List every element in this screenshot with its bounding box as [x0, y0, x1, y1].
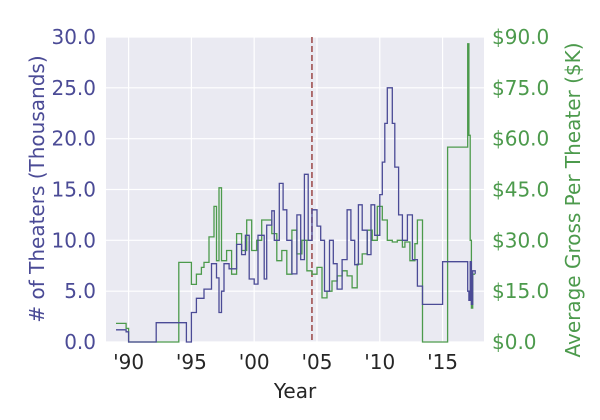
gridlines: [106, 36, 484, 343]
y-right-tick-label-1: $15.0: [492, 279, 549, 303]
x-tick-label-1: '95: [176, 350, 207, 374]
y-right-tick-label-6: $90.0: [492, 25, 549, 49]
x-tick-label-5: '15: [427, 350, 458, 374]
x-tick-label-0: '90: [113, 350, 144, 374]
y-right-tick-label-3: $45.0: [492, 178, 549, 202]
y-axis-right-label: Average Gross Per Theater ($K): [561, 42, 585, 357]
series-left-group: [116, 87, 476, 343]
series-theaters-line: [116, 87, 476, 343]
y-left-tick-label-5: 25.0: [51, 76, 96, 100]
tick-labels: 0.0 5.0 10.0 15.0 20.0 25.0 30.0 $0.0 $15.0 $30.0…: [51, 25, 549, 374]
series-gross-line: [116, 43, 476, 343]
y-right-tick-label-2: $30.0: [492, 228, 549, 252]
y-axis-left-label: # of Theaters (Thousands): [25, 55, 49, 322]
y-left-tick-label-1: 5.0: [64, 279, 96, 303]
y-right-tick-label-4: $60.0: [492, 127, 549, 151]
x-tick-label-2: '00: [239, 350, 270, 374]
y-right-tick-label-0: $0.0: [492, 330, 537, 354]
x-tick-label-3: '05: [302, 350, 333, 374]
y-left-tick-label-0: 0.0: [64, 330, 96, 354]
y-left-tick-label-2: 10.0: [51, 228, 96, 252]
x-tick-label-4: '10: [364, 350, 395, 374]
x-axis-label: Year: [273, 379, 317, 403]
y-right-tick-label-5: $75.0: [492, 76, 549, 100]
y-left-tick-label-4: 20.0: [51, 127, 96, 151]
y-left-tick-label-6: 30.0: [51, 25, 96, 49]
series-right-group: [116, 43, 476, 343]
y-left-tick-label-3: 15.0: [51, 178, 96, 202]
